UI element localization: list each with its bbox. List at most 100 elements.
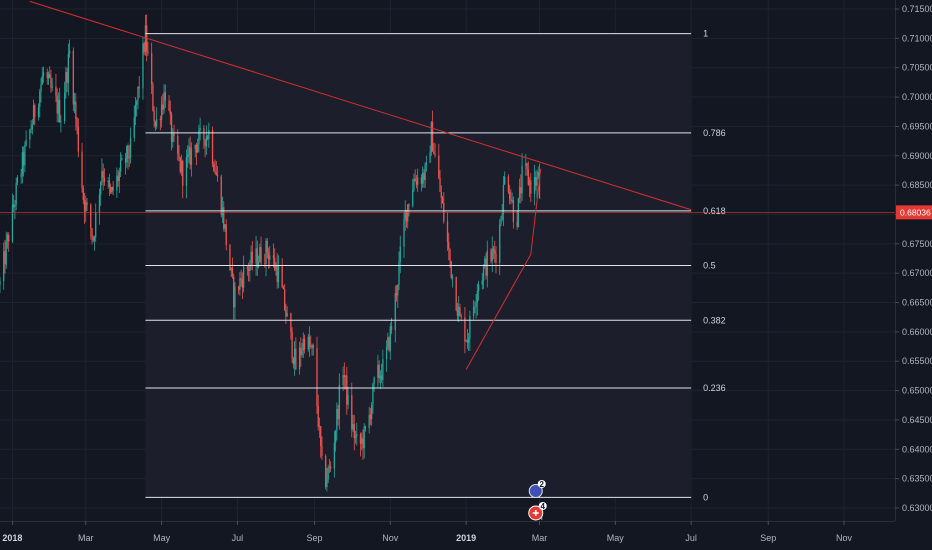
candle-body [173, 133, 175, 137]
trendline[interactable] [465, 254, 532, 370]
candle-body [509, 191, 511, 199]
candle-body [333, 442, 336, 469]
candle-body [107, 180, 109, 182]
candle-body [119, 160, 122, 172]
candle-body [129, 137, 132, 158]
candle-body [159, 118, 162, 121]
candle-body [265, 240, 267, 264]
candle-body [325, 456, 327, 487]
candle-body [266, 240, 268, 253]
candle-body [469, 316, 471, 339]
candle-body [476, 291, 478, 303]
price-axis[interactable]: 0.71500 0.71000 0.70500 0.70000 0.69500 0.690… [895, 0, 932, 550]
candle-body [239, 278, 241, 290]
candle-body [229, 244, 231, 271]
candle-body [220, 176, 222, 215]
candle-body [13, 204, 15, 208]
candle-body [138, 86, 140, 89]
candle-body [321, 446, 323, 457]
candle-body [377, 364, 379, 378]
candle-body [500, 219, 502, 225]
candle-body [238, 286, 240, 290]
candle-body [320, 426, 322, 447]
candle-body [372, 383, 374, 405]
candle-body [259, 247, 261, 262]
candle-body [298, 347, 301, 370]
trendline[interactable] [530, 168, 542, 255]
candle-body [24, 145, 26, 166]
candle-body [486, 250, 488, 276]
candle-body [373, 377, 375, 384]
candle-body [413, 178, 415, 190]
time-tick-label: Mar [532, 533, 548, 543]
candle-body [467, 338, 470, 343]
candle-body [257, 261, 260, 267]
candle-body [101, 171, 103, 183]
candle-body [16, 177, 19, 184]
candlesticks [0, 14, 541, 492]
candle-body [211, 130, 214, 164]
time-axis[interactable]: 2018 Mar May Jul Sep Nov 2019 Mar May Jul Sep Nov [0, 521, 895, 550]
fib-retracement: 1 0.786 0.618 0.5 0.382 0.236 0 [145, 29, 726, 502]
candle-body [501, 214, 503, 220]
candle-body [155, 118, 158, 127]
price-tick-label: 0.69000 [902, 151, 932, 161]
price-tick-label: 0.70000 [902, 92, 932, 102]
candle-body [65, 71, 67, 93]
candle-body [293, 348, 296, 365]
candle-body [214, 170, 216, 173]
fib-level-label: 0 [703, 492, 708, 502]
candle-body [379, 375, 382, 379]
candle-body [185, 157, 188, 186]
candle-body [231, 268, 234, 277]
candle-body [100, 182, 102, 195]
trendline[interactable] [29, 0, 692, 211]
candle-body [215, 172, 217, 175]
candle-body [334, 431, 337, 443]
candle-body [179, 157, 181, 172]
candle-body [385, 346, 388, 360]
candle-body [117, 175, 119, 182]
candle-body [34, 105, 36, 117]
candle-body [272, 255, 275, 258]
candle-body [29, 129, 31, 140]
candle-body [98, 194, 101, 213]
candle-body [502, 184, 505, 215]
candle-body [234, 286, 236, 308]
price-tick-label: 0.69500 [902, 121, 932, 131]
candle-body [494, 250, 496, 254]
candle-body [77, 126, 79, 152]
candle-body [25, 139, 27, 146]
candle-body [92, 236, 94, 241]
candle-body [507, 176, 510, 192]
candle-body [449, 248, 451, 261]
flag-count-badge [538, 502, 547, 510]
candle-body [137, 86, 139, 101]
candle-body [20, 173, 22, 178]
candle-body [337, 408, 339, 420]
candle-body [233, 276, 235, 308]
candle-body [163, 92, 165, 110]
candle-body [11, 204, 14, 242]
time-tick-label: Nov [382, 533, 399, 543]
candle-body [178, 154, 180, 158]
candle-body [249, 265, 251, 272]
candle-body [536, 177, 538, 186]
candle-body [60, 121, 62, 122]
candle-body [168, 100, 170, 111]
news-icon[interactable] [528, 484, 543, 498]
candle-body [516, 222, 518, 227]
candle-body [51, 86, 53, 88]
candle-body [281, 265, 283, 288]
candle-body [474, 306, 476, 308]
candle-body [336, 408, 338, 432]
candle-body [256, 248, 258, 267]
candle-body [112, 186, 114, 191]
candle-body [66, 71, 68, 83]
candle-body [346, 375, 348, 405]
candle-body [431, 122, 434, 152]
price-tick-label: 0.68500 [902, 180, 932, 190]
candle-body [260, 247, 262, 264]
